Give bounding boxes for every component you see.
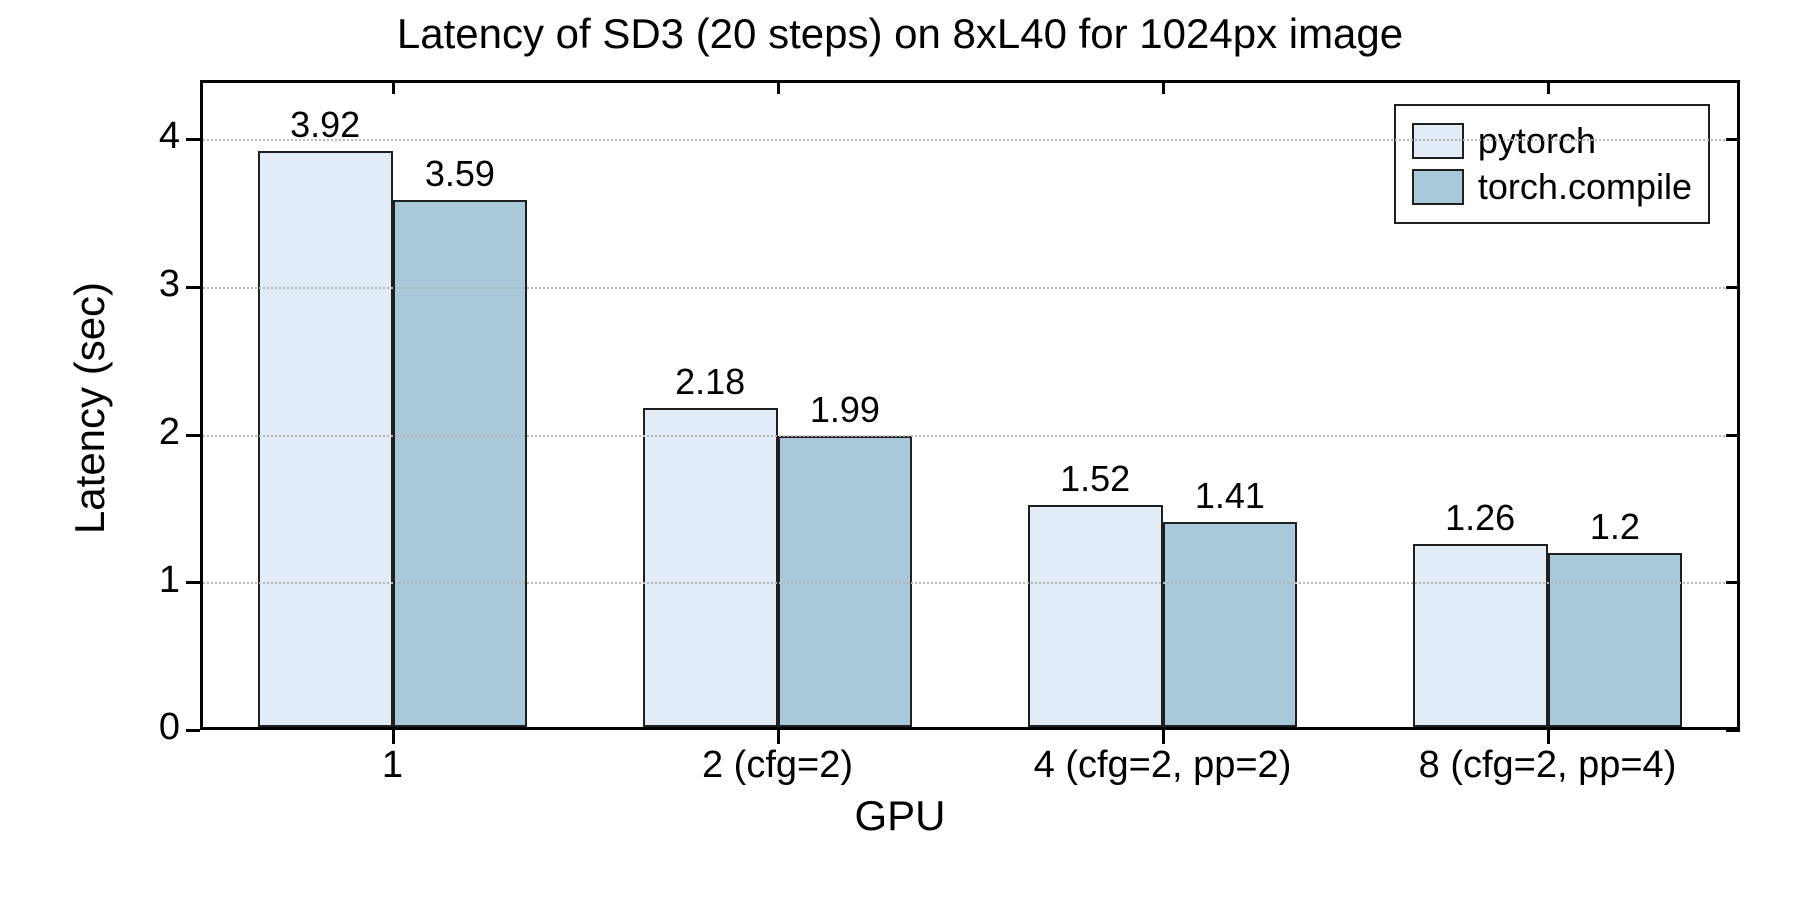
bar	[1548, 553, 1683, 727]
x-tick-label: 8 (cfg=2, pp=4)	[1355, 744, 1740, 787]
bar-value-label: 1.41	[1143, 475, 1318, 517]
bar	[1413, 544, 1548, 727]
legend-swatch	[1412, 169, 1464, 205]
bar	[1163, 522, 1298, 727]
y-tick-label: 3	[100, 263, 180, 306]
x-tick-label: 2 (cfg=2)	[585, 744, 970, 787]
legend: pytorchtorch.compile	[1394, 104, 1710, 224]
bar-value-label: 1.2	[1528, 506, 1703, 548]
bar	[258, 151, 393, 727]
bar-value-label: 1.99	[758, 389, 933, 431]
plot-area: 3.923.592.181.991.521.411.261.2 pytorcht…	[200, 80, 1740, 730]
x-axis-label: GPU	[0, 792, 1800, 840]
y-tick-label: 2	[100, 411, 180, 454]
y-tick-label: 4	[100, 115, 180, 158]
legend-item: torch.compile	[1412, 166, 1692, 208]
bar	[643, 408, 778, 727]
y-tick-label: 1	[100, 559, 180, 602]
bar-value-label: 3.59	[373, 153, 548, 195]
chart-title: Latency of SD3 (20 steps) on 8xL40 for 1…	[0, 10, 1800, 58]
x-tick-label: 1	[200, 744, 585, 787]
latency-bar-chart: Latency of SD3 (20 steps) on 8xL40 for 1…	[0, 0, 1800, 900]
bar	[393, 200, 528, 727]
bar	[1028, 505, 1163, 727]
y-tick-label: 0	[100, 706, 180, 749]
x-tick-label: 4 (cfg=2, pp=2)	[970, 744, 1355, 787]
y-axis-label: Latency (sec)	[66, 83, 114, 733]
legend-label: torch.compile	[1478, 166, 1692, 208]
